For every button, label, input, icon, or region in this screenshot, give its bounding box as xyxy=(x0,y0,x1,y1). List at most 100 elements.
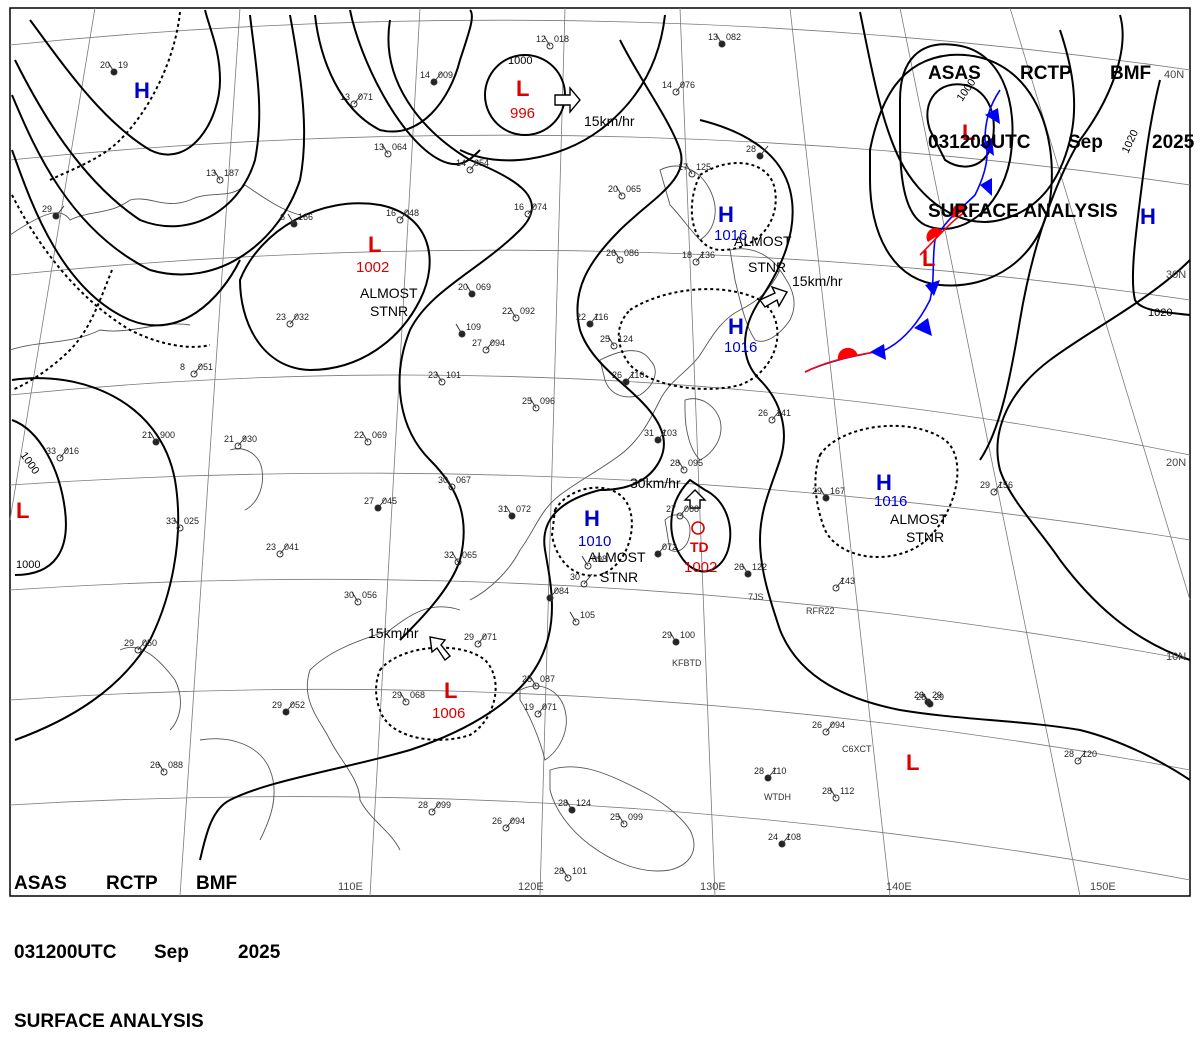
wind-barb xyxy=(529,675,537,687)
station-pressure: 086 xyxy=(624,248,639,258)
wind-barb xyxy=(993,481,1003,493)
station-pressure: 018 xyxy=(554,34,569,44)
pressure-systems: L 996 L 1002 ALMOST STNR H 1016 ALMOST S… xyxy=(16,76,1156,775)
station-pressure: 116 xyxy=(594,312,608,322)
station-temp: 18 xyxy=(682,250,692,260)
station-temp: 28 xyxy=(554,866,564,876)
wind-barb xyxy=(399,209,409,221)
station-pressure: 072 xyxy=(662,542,677,552)
wind-barb xyxy=(59,447,69,459)
system-note: ALMOST xyxy=(588,549,646,565)
wind-barb xyxy=(607,335,615,347)
low-symbol: L xyxy=(516,76,529,101)
wind-barb xyxy=(537,703,547,715)
station-circle xyxy=(350,100,358,108)
wind-barb xyxy=(561,867,569,879)
ship-id: WTDH xyxy=(764,792,791,802)
header-agency-line: ASAS RCTP BMF xyxy=(14,872,280,895)
station-circle xyxy=(610,342,618,350)
station-pressure: 099 xyxy=(628,812,643,822)
station-pressure: 032 xyxy=(294,312,309,322)
station-temp: 25 xyxy=(600,334,610,344)
wind-barb xyxy=(759,145,769,157)
wind-barb xyxy=(485,339,495,351)
motion-labels: 15km/hr 15km/hr 30km/hr 15km/hr xyxy=(368,113,843,641)
station-pressure: 103 xyxy=(662,428,677,438)
station-temp: 21 xyxy=(142,430,152,440)
wind-barb xyxy=(569,611,577,623)
high-1016-east-ring xyxy=(814,424,959,558)
wind-barb xyxy=(107,61,115,73)
station-temp: 14 xyxy=(662,80,672,90)
station-circle xyxy=(134,646,142,654)
system-note: STNR xyxy=(370,303,408,319)
header-bureau: BMF xyxy=(1110,63,1152,84)
station-circle xyxy=(546,42,554,50)
station-circle xyxy=(286,320,294,328)
wind-barb xyxy=(675,81,685,93)
lon-label: 110E xyxy=(338,881,363,893)
station-circle xyxy=(680,466,688,474)
wind-barb xyxy=(465,283,473,295)
wind-barb xyxy=(615,185,623,197)
wind-barb xyxy=(149,431,157,443)
ship-id: RFR22 xyxy=(806,606,835,616)
station-pressure: 064 xyxy=(392,142,407,152)
graticule xyxy=(9,7,1191,897)
wind-barb xyxy=(285,701,295,713)
station-temp: 13 xyxy=(708,32,718,42)
station-temp: 28 xyxy=(1064,749,1074,759)
station-circle xyxy=(990,488,998,496)
station-pressure: 025 xyxy=(184,516,199,526)
station-circle xyxy=(584,562,592,570)
system-note: ALMOST xyxy=(360,285,418,301)
station-pressure: 108 xyxy=(786,832,801,842)
station-pressure: 100 xyxy=(680,630,695,640)
wind-barb xyxy=(677,459,685,471)
wind-barb xyxy=(381,143,389,155)
station-circle xyxy=(190,370,198,378)
station-temp: 30 xyxy=(438,475,448,485)
meridian-130e xyxy=(679,7,716,897)
station-pressure: 084 xyxy=(554,586,569,596)
wind-barb xyxy=(741,563,749,575)
meridian-150e xyxy=(899,7,1081,897)
station-temp: 26 xyxy=(758,408,768,418)
cold-front-tooth xyxy=(985,108,1000,124)
high-symbol: H xyxy=(134,78,150,103)
station-temp: 23 xyxy=(276,312,286,322)
wind-barb xyxy=(1077,750,1087,762)
isobars xyxy=(11,9,1191,861)
station-temp: 13 xyxy=(340,92,350,102)
wind-barb xyxy=(657,543,667,555)
header-bottom: ASAS RCTP BMF 031200UTC Sep 2025 SURFACE… xyxy=(14,826,280,1056)
wind-barb xyxy=(289,313,299,325)
station-temp: 8 xyxy=(180,362,185,372)
station-temp: 24 xyxy=(768,832,778,842)
station-temp: 33 xyxy=(46,446,56,456)
low-pressure-value: 996 xyxy=(510,105,535,122)
wind-barb xyxy=(625,371,635,383)
station-temp: 26 xyxy=(812,720,822,730)
station-circle xyxy=(216,176,224,184)
wind-barb xyxy=(361,431,369,443)
station-pressure: 071 xyxy=(358,92,373,102)
station-pressure: 29 xyxy=(932,690,942,700)
station-pressure: 082 xyxy=(726,32,741,42)
station-circle xyxy=(454,558,462,566)
station-circle xyxy=(618,192,626,200)
station-pressure: 072 xyxy=(516,504,531,514)
station-pressure: 101 xyxy=(572,866,587,876)
station-pressure: 125 xyxy=(696,162,711,172)
station-pressure: 930 xyxy=(242,434,257,444)
station-pressure: 112 xyxy=(840,786,854,796)
system-note: STNR xyxy=(600,569,638,585)
station-pressure: 095 xyxy=(688,458,703,468)
wind-barb xyxy=(543,35,551,47)
wind-barb xyxy=(399,691,407,703)
wind-barb xyxy=(433,71,443,83)
header-agency: ASAS xyxy=(14,873,67,894)
station-pressure: 088 xyxy=(168,760,183,770)
station-circle xyxy=(482,346,490,354)
wind-barb xyxy=(193,363,203,375)
